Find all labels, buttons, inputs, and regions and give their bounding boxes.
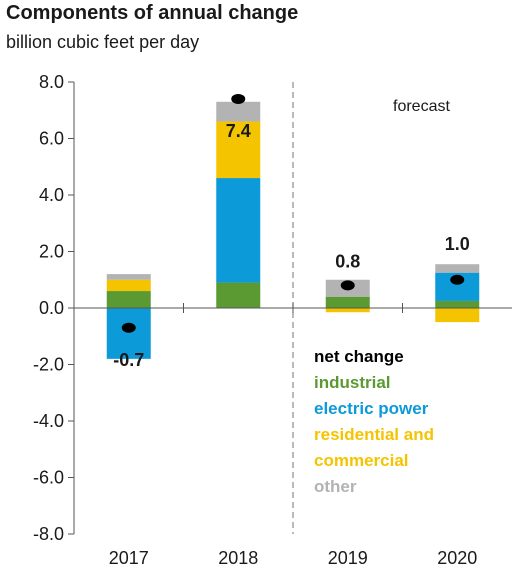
bar-segment-residential-and-commercial [106, 279, 151, 292]
legend-entry: electric power [314, 399, 429, 418]
y-tick-label: -6.0 [33, 468, 64, 488]
bar-segment-industrial [325, 296, 370, 308]
y-tick-label: -8.0 [33, 524, 64, 544]
y-tick-label: 6.0 [39, 129, 64, 149]
bar-segment-residential-and-commercial [216, 121, 261, 179]
chart-subtitle: billion cubic feet per day [6, 32, 200, 52]
bar-segment-industrial [106, 291, 151, 308]
net-change-marker [121, 322, 136, 333]
net-change-label: -0.7 [113, 350, 144, 370]
x-category-label: 2020 [437, 548, 477, 568]
y-tick-label: -2.0 [33, 355, 64, 375]
net-change-marker [231, 93, 246, 104]
x-category-label: 2017 [109, 548, 149, 568]
bar-stacks [106, 101, 480, 359]
y-tick-label: 0.0 [39, 298, 64, 318]
legend-entry: net change [314, 347, 404, 366]
bar-segment-industrial [435, 300, 480, 308]
y-tick-label: -4.0 [33, 411, 64, 431]
bar-segment-other [435, 264, 480, 273]
net-change-marker [340, 280, 355, 291]
y-tick-label: 4.0 [39, 185, 64, 205]
chart-title: Components of annual change [6, 2, 299, 24]
legend-entry: commercial [314, 451, 409, 470]
legend-entry: other [314, 477, 357, 496]
axes: 8.0 6.0 4.0 2.0 0.0 -2.0 -4.0 -6.0 -8.0 2017 2018 2… [33, 72, 512, 568]
y-tick-label: 8.0 [39, 72, 64, 92]
bar-segment-residential-and-commercial [325, 308, 370, 313]
y-tick-label: 2.0 [39, 242, 64, 262]
bar-segment-residential-and-commercial [435, 308, 480, 323]
bar-segment-other [106, 274, 151, 280]
bar-segment-industrial [216, 282, 261, 308]
bar-segment-electric-power [106, 308, 151, 359]
bar-segment-other [216, 101, 261, 122]
net-change-label: 1.0 [445, 234, 470, 254]
bar-segment-electric-power [216, 178, 261, 283]
net-change-markers: -0.7 7.4 0.8 1.0 [113, 93, 470, 370]
net-change-label: 7.4 [226, 121, 251, 141]
net-change-label: 0.8 [335, 251, 360, 271]
legend-entry: residential and [314, 425, 434, 444]
forecast-annotation: forecast [393, 98, 450, 115]
x-category-label: 2018 [218, 548, 258, 568]
legend: net change industrial electric power reside… [314, 347, 434, 496]
legend-entry: industrial [314, 373, 391, 392]
x-category-label: 2019 [328, 548, 368, 568]
net-change-marker [450, 274, 465, 285]
